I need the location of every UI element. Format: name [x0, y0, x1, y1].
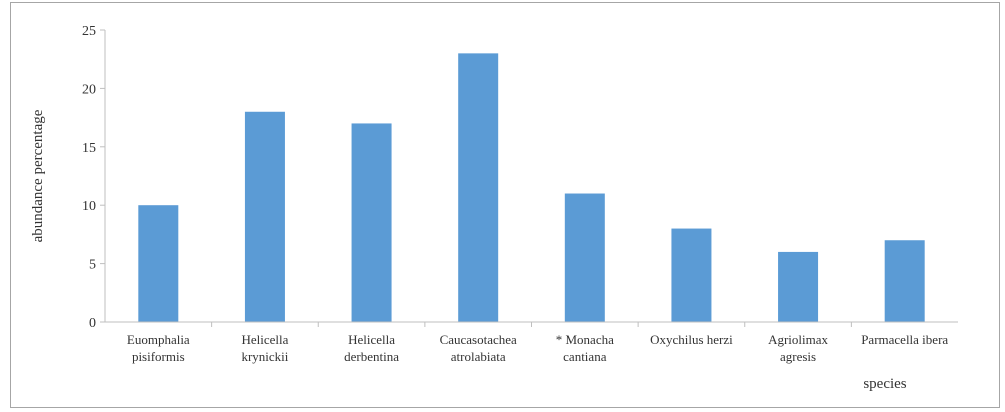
- bar: [564, 193, 605, 322]
- y-tick-label: 25: [82, 24, 96, 39]
- x-category-label: Caucasotachea atrolabiata: [440, 332, 517, 364]
- y-tick-label: 5: [89, 258, 96, 273]
- bar: [138, 205, 179, 322]
- bar-series: [138, 53, 925, 323]
- y-tick-label: 15: [82, 141, 96, 156]
- bar: [244, 111, 285, 322]
- y-axis-ticks: 0 5 10 15 20 25: [82, 24, 105, 331]
- x-category-label: Helicella krynickii: [241, 332, 288, 364]
- x-category-label: * Monacha cantiana: [556, 332, 614, 364]
- bar: [458, 53, 499, 323]
- y-tick-label: 20: [82, 82, 96, 97]
- x-category-label: Euomphalia pisiformis: [127, 332, 190, 364]
- y-tick-label: 0: [89, 316, 96, 331]
- y-axis-title: abundance percentage: [30, 109, 46, 242]
- x-axis-title: species: [863, 376, 906, 392]
- bar: [671, 228, 712, 322]
- x-axis-category-labels: Euomphalia pisiformis Helicella krynickii He…: [127, 322, 948, 364]
- x-category-label: Oxychilus herzi: [650, 332, 733, 347]
- x-category-label: Parmacella ibera: [861, 332, 948, 347]
- bar: [884, 240, 925, 322]
- bar: [351, 123, 392, 322]
- bar: [778, 251, 819, 322]
- x-category-label: Helicella derbentina: [344, 332, 399, 364]
- x-category-label: Agriolimax agresis: [768, 332, 828, 364]
- y-tick-label: 10: [82, 199, 96, 214]
- chart-frame: [10, 2, 1000, 408]
